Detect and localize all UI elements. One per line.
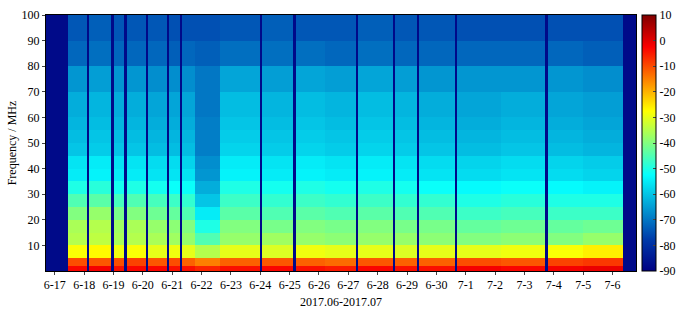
svg-text:6-17: 6-17 [44,278,66,292]
svg-text:6-25: 6-25 [279,278,301,292]
svg-text:6-20: 6-20 [132,278,154,292]
svg-text:-80: -80 [659,239,675,253]
svg-text:90: 90 [28,34,40,48]
svg-text:70: 70 [28,85,40,99]
svg-text:6-26: 6-26 [308,278,330,292]
svg-text:6-27: 6-27 [337,278,359,292]
svg-text:-50: -50 [659,162,675,176]
svg-text:80: 80 [28,59,40,73]
svg-text:7-1: 7-1 [458,278,474,292]
svg-text:7-6: 7-6 [605,278,621,292]
svg-text:6-24: 6-24 [249,278,271,292]
svg-text:6-22: 6-22 [191,278,213,292]
svg-text:-70: -70 [659,213,675,227]
svg-text:30: 30 [28,187,40,201]
svg-text:-60: -60 [659,187,675,201]
svg-text:7-4: 7-4 [546,278,562,292]
svg-text:6-21: 6-21 [161,278,183,292]
svg-text:-90: -90 [659,264,675,278]
svg-text:2017.06-2017.07: 2017.06-2017.07 [300,295,382,309]
svg-text:10: 10 [28,239,40,253]
svg-text:6-18: 6-18 [73,278,95,292]
svg-text:40: 40 [28,162,40,176]
svg-text:6-28: 6-28 [367,278,389,292]
svg-text:6-23: 6-23 [220,278,242,292]
svg-text:20: 20 [28,213,40,227]
svg-text:60: 60 [28,111,40,125]
svg-text:100: 100 [22,8,40,22]
svg-text:50: 50 [28,136,40,150]
svg-text:-20: -20 [659,85,675,99]
svg-text:7-2: 7-2 [487,278,503,292]
svg-text:-40: -40 [659,136,675,150]
svg-text:Frequency / MHz: Frequency / MHz [5,101,19,186]
svg-text:-10: -10 [659,59,675,73]
svg-text:6-29: 6-29 [396,278,418,292]
svg-text:10: 10 [659,8,671,22]
svg-text:7-5: 7-5 [575,278,591,292]
svg-text:6-19: 6-19 [103,278,125,292]
svg-text:6-30: 6-30 [425,278,447,292]
svg-text:0: 0 [659,34,665,48]
svg-text:7-3: 7-3 [516,278,532,292]
svg-text:-30: -30 [659,111,675,125]
